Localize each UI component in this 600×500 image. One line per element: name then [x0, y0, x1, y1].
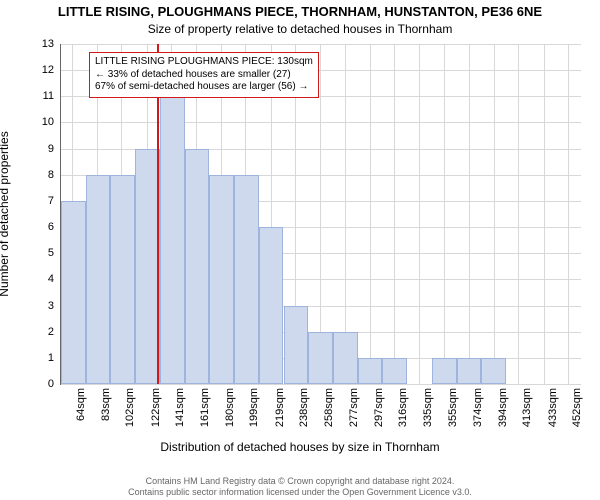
title-sub: Size of property relative to detached ho… [0, 22, 600, 36]
ytick-label: 8 [30, 169, 54, 181]
ytick-label: 6 [30, 221, 54, 233]
xtick-label: 64sqm [75, 388, 87, 421]
gridline-v [444, 44, 445, 384]
ytick-label: 2 [30, 326, 54, 338]
histogram-bar [481, 358, 506, 384]
xtick-label: 297sqm [373, 388, 385, 427]
ytick-label: 0 [30, 378, 54, 390]
xtick-label: 258sqm [323, 388, 335, 427]
xtick-label: 413sqm [521, 388, 533, 427]
histogram-bar [432, 358, 457, 384]
footer-line-2: Contains public sector information licen… [0, 487, 600, 498]
gridline-v [370, 44, 371, 384]
histogram-bar [259, 227, 284, 384]
histogram-bar [185, 149, 210, 384]
title-main: LITTLE RISING, PLOUGHMANS PIECE, THORNHA… [0, 4, 600, 19]
xtick-label: 161sqm [199, 388, 211, 427]
annotation-line: LITTLE RISING PLOUGHMANS PIECE: 130sqm [95, 56, 313, 69]
xtick-label: 277sqm [348, 388, 360, 427]
histogram-bar [382, 358, 407, 384]
gridline-v [419, 44, 420, 384]
annotation-box: LITTLE RISING PLOUGHMANS PIECE: 130sqm← … [89, 52, 319, 98]
annotation-line: 67% of semi-detached houses are larger (… [95, 81, 313, 94]
xtick-label: 83sqm [100, 388, 112, 421]
histogram-bar [284, 306, 309, 384]
ytick-label: 7 [30, 195, 54, 207]
annotation-line: ← 33% of detached houses are smaller (27… [95, 69, 313, 82]
histogram-bar [209, 175, 234, 384]
xtick-label: 335sqm [422, 388, 434, 427]
x-axis-label: Distribution of detached houses by size … [0, 440, 600, 454]
histogram-bar [234, 175, 259, 384]
xtick-label: 433sqm [547, 388, 559, 427]
ytick-label: 12 [30, 64, 54, 76]
footer-attribution: Contains HM Land Registry data © Crown c… [0, 476, 600, 498]
ytick-label: 10 [30, 116, 54, 128]
chart-container: LITTLE RISING, PLOUGHMANS PIECE, THORNHA… [0, 0, 600, 500]
plot-area: LITTLE RISING PLOUGHMANS PIECE: 130sqm← … [60, 44, 581, 385]
histogram-bar [86, 175, 111, 384]
xtick-label: 452sqm [571, 388, 583, 427]
gridline-v [568, 44, 569, 384]
histogram-bar [110, 175, 135, 384]
xtick-label: 316sqm [397, 388, 409, 427]
gridline-h [61, 384, 581, 385]
histogram-bar [457, 358, 482, 384]
ytick-label: 3 [30, 300, 54, 312]
histogram-bar [333, 332, 358, 384]
gridline-v [544, 44, 545, 384]
xtick-label: 355sqm [447, 388, 459, 427]
xtick-label: 219sqm [274, 388, 286, 427]
gridline-v [518, 44, 519, 384]
y-axis-label: Number of detached properties [0, 131, 11, 296]
xtick-label: 394sqm [497, 388, 509, 427]
xtick-label: 122sqm [150, 388, 162, 427]
gridline-v [494, 44, 495, 384]
ytick-label: 5 [30, 247, 54, 259]
ytick-label: 13 [30, 38, 54, 50]
ytick-label: 9 [30, 143, 54, 155]
xtick-label: 374sqm [472, 388, 484, 427]
xtick-label: 102sqm [124, 388, 136, 427]
histogram-bar [160, 96, 185, 384]
ytick-label: 1 [30, 352, 54, 364]
gridline-v [394, 44, 395, 384]
histogram-bar [358, 358, 383, 384]
xtick-label: 238sqm [298, 388, 310, 427]
xtick-label: 199sqm [248, 388, 260, 427]
ytick-label: 11 [30, 90, 54, 102]
histogram-bar [61, 201, 86, 384]
footer-line-1: Contains HM Land Registry data © Crown c… [0, 476, 600, 487]
xtick-label: 141sqm [174, 388, 186, 427]
gridline-v [469, 44, 470, 384]
xtick-label: 180sqm [224, 388, 236, 427]
histogram-bar [308, 332, 333, 384]
ytick-label: 4 [30, 273, 54, 285]
